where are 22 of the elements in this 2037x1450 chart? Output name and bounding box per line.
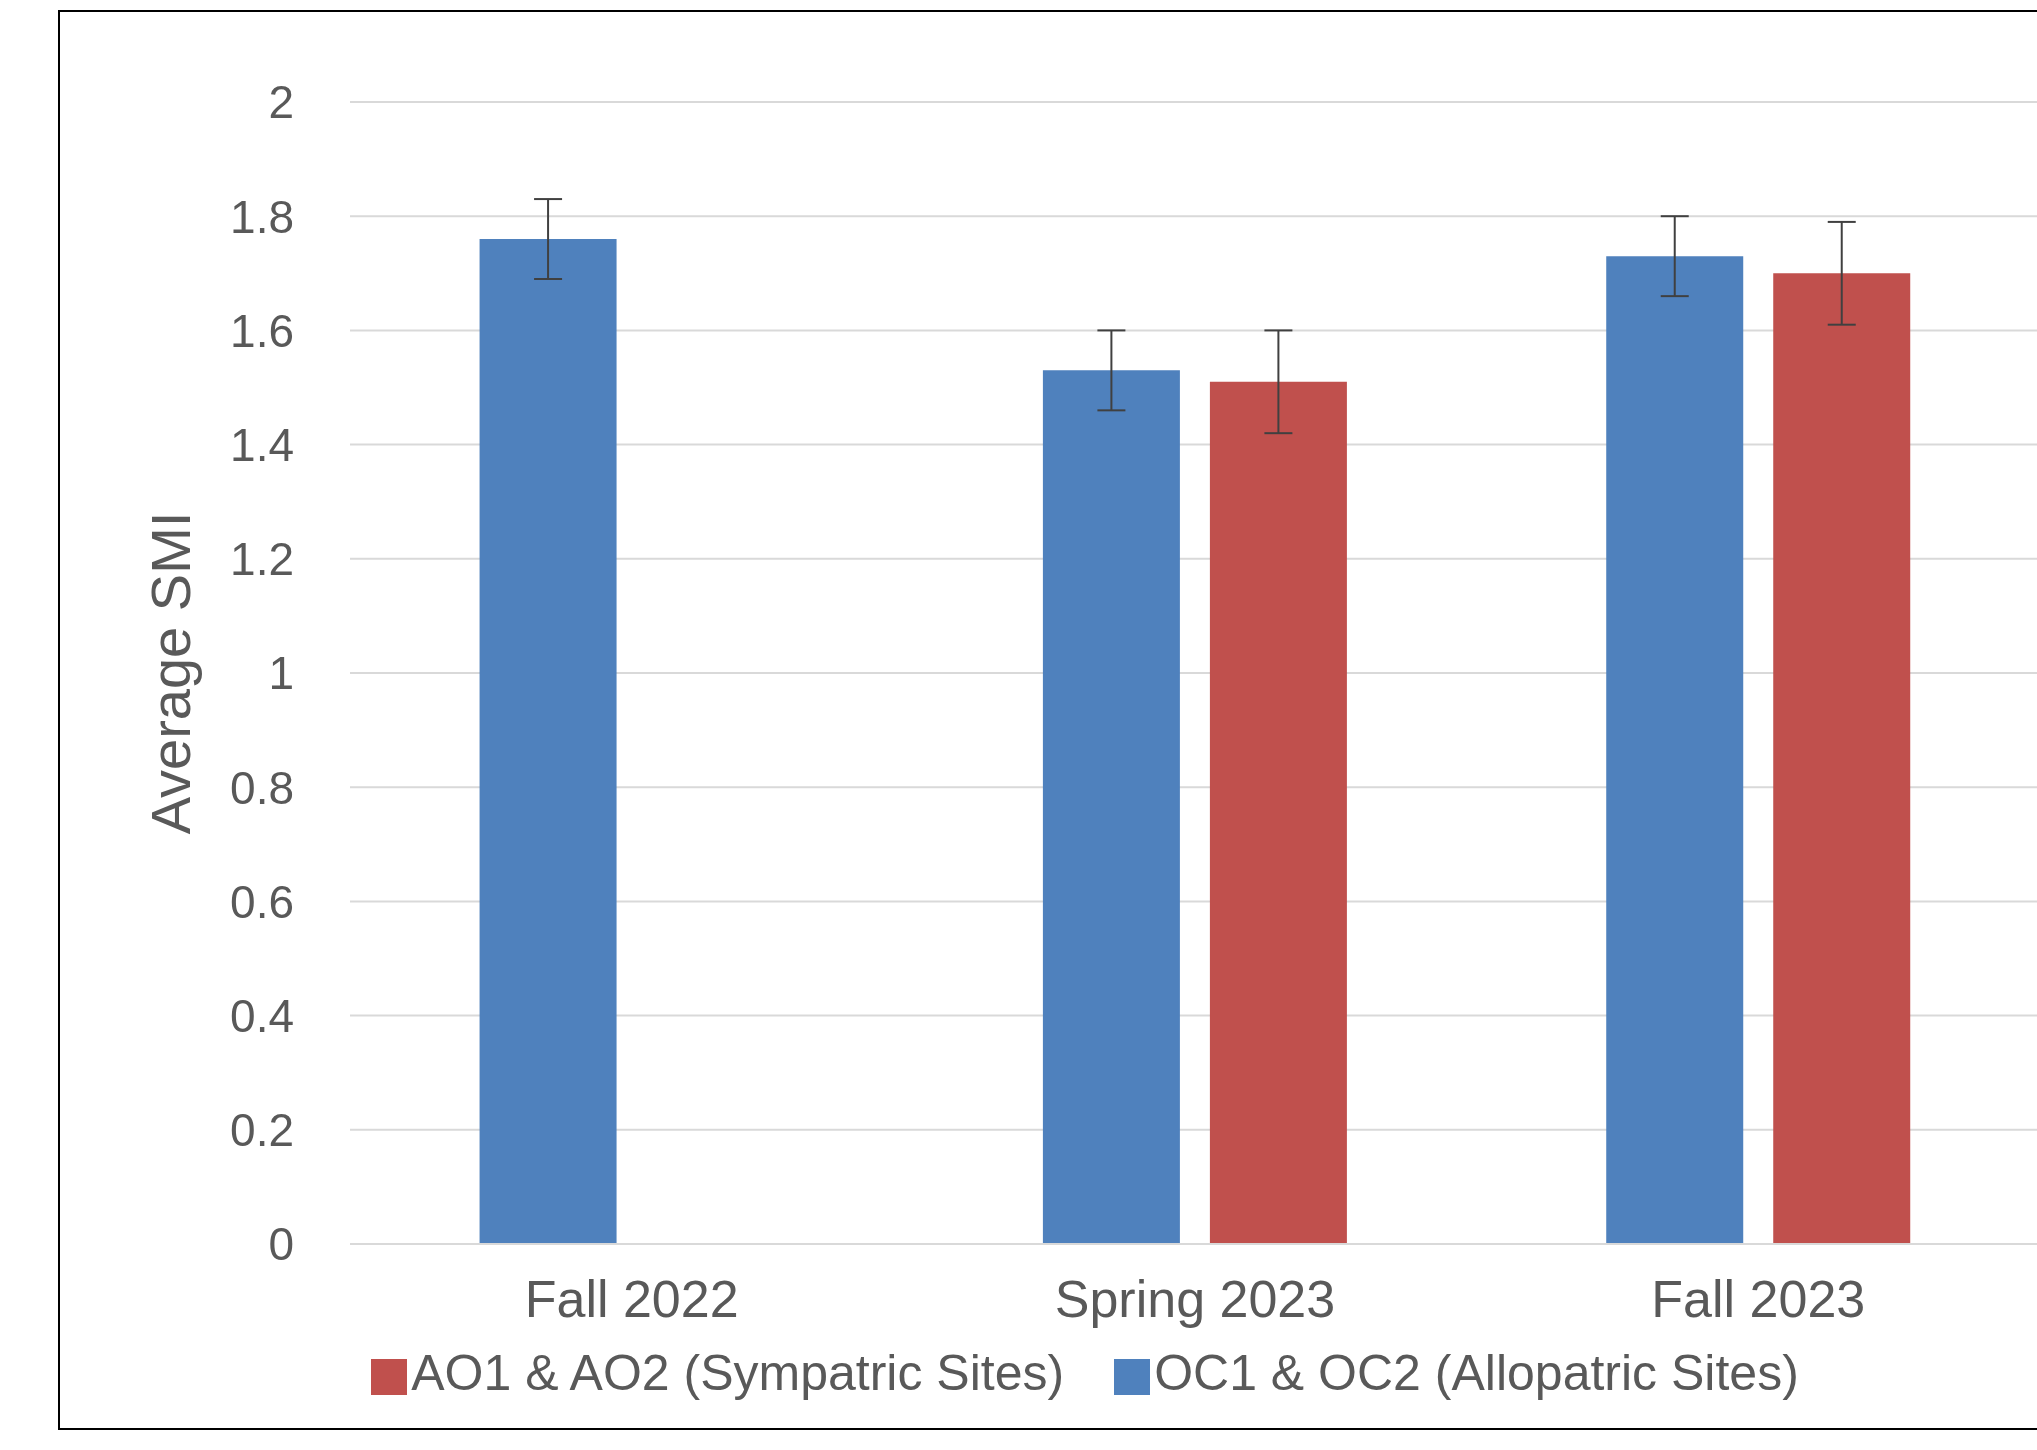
- y-tick-label: 0.8: [230, 761, 294, 814]
- legend-label: OC1 & OC2 (Allopatric Sites): [1154, 1345, 1799, 1401]
- x-tick-label: Fall 2022: [524, 1269, 739, 1328]
- y-tick-label: 0.4: [230, 989, 294, 1042]
- bar: [1606, 256, 1744, 1244]
- bar: [479, 239, 617, 1244]
- y-tick-label: 1: [268, 647, 294, 700]
- y-tick-label: 2: [268, 76, 294, 129]
- y-tick-label: 1.6: [230, 304, 294, 357]
- x-tick-label: Fall 2023: [1651, 1269, 1866, 1328]
- y-tick-label: 0.2: [230, 1104, 294, 1157]
- bar: [1042, 370, 1180, 1244]
- x-tick-label: Spring 2023: [1054, 1269, 1336, 1328]
- y-tick-label: 0.6: [230, 875, 294, 928]
- y-tick-label: 1.2: [230, 533, 294, 586]
- legend-label: AO1 & AO2 (Sympatric Sites): [411, 1345, 1065, 1401]
- y-axis-title: Average SMI: [138, 511, 202, 835]
- bar: [1209, 381, 1347, 1244]
- y-tick-label: 0: [268, 1218, 294, 1271]
- bar: [1773, 273, 1911, 1244]
- y-tick-label: 1.4: [230, 418, 294, 471]
- y-tick-label: 1.8: [230, 190, 294, 243]
